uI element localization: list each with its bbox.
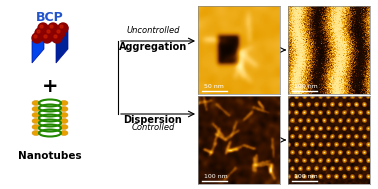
Text: BCP: BCP — [36, 11, 64, 24]
Ellipse shape — [32, 112, 40, 118]
Text: Nanotubes: Nanotubes — [18, 151, 82, 161]
Text: 50 nm: 50 nm — [203, 84, 223, 88]
Circle shape — [40, 25, 43, 28]
Ellipse shape — [60, 101, 68, 105]
Circle shape — [60, 25, 63, 28]
Polygon shape — [32, 27, 68, 41]
Circle shape — [45, 28, 55, 38]
Text: 100 nm: 100 nm — [203, 174, 227, 178]
Circle shape — [57, 30, 60, 33]
Text: +: + — [42, 77, 58, 95]
Text: 100 nm: 100 nm — [293, 174, 317, 178]
Text: 100 nm: 100 nm — [293, 84, 317, 88]
Text: Uncontrolled: Uncontrolled — [126, 26, 180, 35]
Circle shape — [42, 33, 52, 43]
Circle shape — [44, 35, 47, 38]
Circle shape — [34, 35, 37, 38]
Circle shape — [50, 25, 53, 28]
Ellipse shape — [32, 101, 40, 105]
Ellipse shape — [32, 106, 40, 112]
Circle shape — [52, 33, 62, 43]
Circle shape — [37, 30, 40, 33]
Circle shape — [35, 28, 45, 38]
Ellipse shape — [32, 125, 40, 129]
Ellipse shape — [60, 106, 68, 112]
Text: Controlled: Controlled — [131, 123, 175, 132]
Ellipse shape — [60, 112, 68, 118]
Ellipse shape — [60, 125, 68, 129]
Text: Dispersion: Dispersion — [124, 115, 182, 125]
Circle shape — [58, 23, 68, 33]
Text: Aggregation: Aggregation — [119, 42, 187, 52]
Circle shape — [47, 30, 50, 33]
Ellipse shape — [32, 119, 40, 123]
Circle shape — [38, 23, 48, 33]
Polygon shape — [56, 27, 68, 63]
Ellipse shape — [60, 119, 68, 123]
Circle shape — [55, 28, 65, 38]
Ellipse shape — [60, 130, 68, 136]
Ellipse shape — [32, 130, 40, 136]
Circle shape — [32, 33, 42, 43]
Circle shape — [48, 23, 58, 33]
Circle shape — [54, 35, 57, 38]
Polygon shape — [32, 27, 44, 63]
